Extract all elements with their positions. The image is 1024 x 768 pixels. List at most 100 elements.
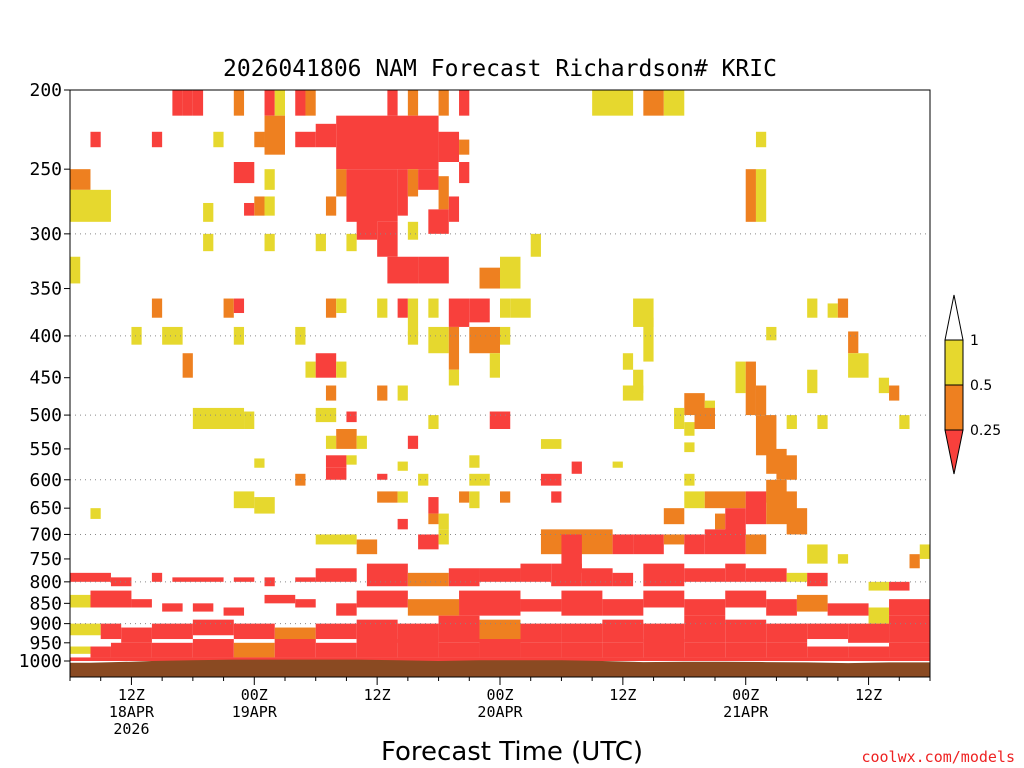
credit-link[interactable]: coolwx.com/models xyxy=(861,748,1015,766)
heatmap-cell xyxy=(684,473,695,486)
heatmap-cell xyxy=(633,534,664,555)
heatmap-cell xyxy=(244,202,255,216)
heatmap-cell xyxy=(172,90,183,116)
heatmap-cell xyxy=(325,467,347,480)
heatmap-cell xyxy=(745,169,756,222)
heatmap-cell xyxy=(684,534,705,555)
heatmap-cell xyxy=(694,407,715,429)
heatmap-cell xyxy=(325,298,337,318)
heatmap-cell xyxy=(848,353,869,378)
heatmap-cell xyxy=(459,161,470,184)
legend-swatch-bottom xyxy=(944,429,964,475)
heatmap-cell xyxy=(90,646,111,658)
x-tick-label: 00Z xyxy=(241,686,268,704)
plot-frame xyxy=(69,89,931,678)
heatmap-cell xyxy=(131,326,142,345)
heatmap-cell xyxy=(500,256,521,289)
legend-label: 0.5 xyxy=(970,378,992,394)
heatmap-cell xyxy=(70,169,91,190)
heatmap-cell xyxy=(110,577,132,587)
heatmap-cell xyxy=(786,508,808,535)
heatmap-cell xyxy=(172,577,224,582)
heatmap-cell xyxy=(909,554,920,569)
heatmap-cell xyxy=(295,599,316,608)
heatmap-cell xyxy=(336,298,347,314)
x-axis-title: Forecast Time (UTC) xyxy=(381,737,643,767)
heatmap-cell xyxy=(438,176,449,210)
heatmap-cell xyxy=(848,646,890,658)
heatmap-cell xyxy=(223,607,245,616)
legend-label: 1 xyxy=(970,333,979,349)
y-tick-label: 200 xyxy=(29,80,62,101)
heatmap-cell xyxy=(295,90,306,116)
heatmap-cell xyxy=(684,422,695,436)
y-tick-label: 750 xyxy=(29,549,62,570)
x-tick-label: 19APR xyxy=(232,703,278,721)
heatmap-cell xyxy=(407,298,419,336)
y-tick-label: 250 xyxy=(29,159,62,180)
heatmap-cell xyxy=(643,563,685,587)
y-tick-label: 600 xyxy=(29,470,62,491)
heatmap-cell xyxy=(725,508,746,535)
x-tick-label: 12Z xyxy=(609,686,636,704)
heatmap-cell xyxy=(192,90,204,116)
heatmap-cell xyxy=(346,411,357,423)
heatmap-cell xyxy=(755,385,767,416)
heatmap-cell xyxy=(336,603,357,616)
gridlines xyxy=(70,233,930,625)
heatmap-cell xyxy=(100,623,122,640)
heatmap-cell xyxy=(418,473,429,486)
heatmap-cell xyxy=(90,508,101,519)
heatmap-cell xyxy=(551,491,562,503)
heatmap-cell xyxy=(725,563,746,582)
heatmap-cell xyxy=(448,568,480,587)
heatmap-cell xyxy=(469,455,480,468)
heatmap-cell xyxy=(725,619,767,643)
x-tick-label: 18APR xyxy=(109,703,155,721)
heatmap-cell xyxy=(438,90,449,116)
legend-label: 0.25 xyxy=(970,423,1001,439)
heatmap-cell xyxy=(602,642,644,658)
heatmap-cell xyxy=(581,568,613,587)
heatmap-cell xyxy=(643,317,654,362)
heatmap-cell xyxy=(755,169,767,222)
heatmap-cell xyxy=(448,196,460,222)
heatmap-cell xyxy=(919,544,930,559)
heatmap-cell xyxy=(428,326,449,354)
heatmap-cell xyxy=(274,90,285,116)
heatmap-cell xyxy=(397,169,408,216)
heatmap-cell xyxy=(233,298,245,314)
heatmap-cell xyxy=(418,169,439,190)
heatmap-cell xyxy=(827,603,869,616)
heatmap-cell xyxy=(70,594,91,608)
heatmap-cell xyxy=(305,90,316,116)
heatmap-cell xyxy=(70,657,930,661)
heatmap-cell xyxy=(817,415,828,429)
heatmap-cell xyxy=(684,491,705,509)
heatmap-cell xyxy=(848,331,859,354)
heatmap-cell xyxy=(397,461,408,471)
heatmap-cell xyxy=(735,361,746,394)
y-tick-label: 950 xyxy=(29,633,62,654)
heatmap-cell xyxy=(633,369,644,394)
heatmap-cell xyxy=(397,298,408,318)
heatmap-cell xyxy=(397,623,439,643)
y-tick-label: 450 xyxy=(29,368,62,389)
heatmap-cell xyxy=(745,491,767,525)
heatmap-cell xyxy=(325,455,347,468)
heatmap-cell xyxy=(766,326,777,341)
heatmap-cell xyxy=(407,331,419,345)
x-tick-label: 12Z xyxy=(855,686,882,704)
heatmap-cell xyxy=(397,491,408,503)
y-tick-label: 700 xyxy=(29,524,62,545)
heatmap-cell xyxy=(766,599,797,616)
heatmap-cell xyxy=(151,131,163,148)
heatmap-cell xyxy=(428,298,439,318)
heatmap-cell xyxy=(295,577,316,582)
y-tick-label: 1000 xyxy=(19,651,62,672)
heatmap-cell xyxy=(438,642,480,658)
heatmap-cell xyxy=(233,90,245,116)
heatmap-cell xyxy=(428,513,439,525)
heatmap-cell xyxy=(346,169,398,222)
